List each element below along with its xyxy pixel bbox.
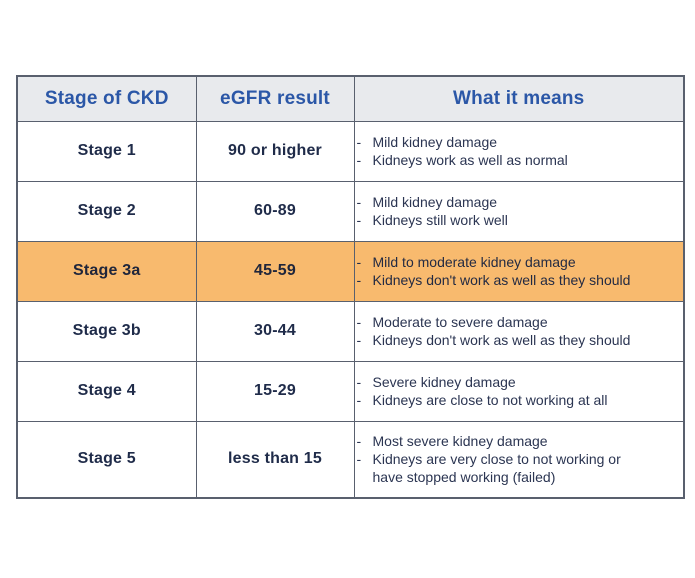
egfr-cell: 15-29 <box>195 360 355 422</box>
bullet-dash: - <box>356 332 362 348</box>
header-egfr-result: eGFR result <box>195 75 355 122</box>
meaning-bullet: - Kidneys still work well <box>355 211 684 229</box>
stage-cell: Stage 3b <box>16 300 197 362</box>
bullet-dash: - <box>356 152 362 168</box>
bullet-text: Severe kidney damage <box>372 373 516 390</box>
bullet-text: Kidneys are very close to not working or… <box>372 451 621 486</box>
egfr-cell: less than 15 <box>195 420 355 499</box>
bullet-text: Mild to moderate kidney damage <box>372 253 576 270</box>
table-row: Stage 1 90 or higher - Mild kidney damage… <box>16 120 685 182</box>
bullet-text: Moderate to severe damage <box>372 313 548 330</box>
table-row: Stage 5 less than 15 - Most severe kidney… <box>16 420 685 499</box>
bullet-dash: - <box>356 193 362 210</box>
meaning-cell: - Severe kidney damage - Kidneys are close … <box>353 360 685 422</box>
meaning-cell: - Mild kidney damage - Kidneys work as well… <box>353 120 685 182</box>
meaning-bullet: - Mild to moderate kidney damage <box>355 253 684 271</box>
meaning-bullet: - Moderate to severe damage <box>355 313 684 331</box>
meaning-bullet: - Most severe kidney damage <box>355 432 684 450</box>
bullet-dash: - <box>356 133 362 150</box>
meaning-bullet: - Mild kidney damage <box>355 133 684 151</box>
meaning-bullet: - Severe kidney damage <box>355 373 684 391</box>
header-what-it-means: What it means <box>353 75 685 122</box>
egfr-cell: 30-44 <box>195 300 355 362</box>
bullet-dash: - <box>356 432 362 449</box>
egfr-cell: 45-59 <box>195 240 355 302</box>
bullet-text: Kidneys work as well as normal <box>372 152 568 168</box>
bullet-dash: - <box>356 212 362 228</box>
stage-cell: Stage 1 <box>16 120 197 182</box>
bullet-text: Kidneys still work well <box>372 212 508 228</box>
meaning-bullet: - Kidneys are very close to not working o… <box>355 450 684 487</box>
stage-cell: Stage 2 <box>16 180 197 242</box>
bullet-text: Mild kidney damage <box>372 193 498 210</box>
bullet-dash: - <box>356 313 362 330</box>
bullet-dash: - <box>356 392 362 408</box>
stage-cell: Stage 4 <box>16 360 197 422</box>
table-row: Stage 4 15-29 - Severe kidney damage - Kidn… <box>16 360 685 422</box>
bullet-text: Kidneys don't work as well as they shoul… <box>372 272 631 288</box>
egfr-cell: 60-89 <box>195 180 355 242</box>
bullet-dash: - <box>356 373 362 390</box>
stage-cell: Stage 3a <box>16 240 197 302</box>
bullet-text: Kidneys are close to not working at all <box>372 392 608 408</box>
bullet-text: Kidneys don't work as well as they shoul… <box>372 332 631 348</box>
meaning-bullet: - Kidneys work as well as normal <box>355 151 684 169</box>
bullet-text: Mild kidney damage <box>372 133 498 150</box>
table-header-row: Stage of CKD eGFR result What it means <box>16 75 685 122</box>
ckd-stages-table: Stage of CKD eGFR result What it means S… <box>16 75 685 499</box>
meaning-bullet: - Kidneys don't work as well as they shou… <box>355 331 684 349</box>
meaning-bullet: - Kidneys don't work as well as they shou… <box>355 271 684 289</box>
meaning-cell: - Most severe kidney damage - Kidneys are v… <box>353 420 685 499</box>
meaning-cell: - Moderate to severe damage - Kidneys don't… <box>353 300 685 362</box>
meaning-cell: - Mild to moderate kidney damage - Kidneys … <box>353 240 685 302</box>
table-row: Stage 2 60-89 - Mild kidney damage - Kidney… <box>16 180 685 242</box>
table-row: Stage 3b 30-44 - Moderate to severe damag… <box>16 300 685 362</box>
meaning-bullet: - Kidneys are close to not working at all <box>355 391 684 409</box>
table-row: Stage 3a 45-59 - Mild to moderate kidney … <box>16 240 685 302</box>
stage-cell: Stage 5 <box>16 420 197 499</box>
meaning-cell: - Mild kidney damage - Kidneys still work w… <box>353 180 685 242</box>
header-stage-of-ckd: Stage of CKD <box>16 75 197 122</box>
bullet-dash: - <box>356 451 362 468</box>
egfr-cell: 90 or higher <box>195 120 355 182</box>
bullet-dash: - <box>356 253 362 270</box>
meaning-bullet: - Mild kidney damage <box>355 193 684 211</box>
bullet-text: Most severe kidney damage <box>372 432 548 449</box>
table-body: Stage 1 90 or higher - Mild kidney damage… <box>16 120 685 499</box>
bullet-dash: - <box>356 272 362 288</box>
